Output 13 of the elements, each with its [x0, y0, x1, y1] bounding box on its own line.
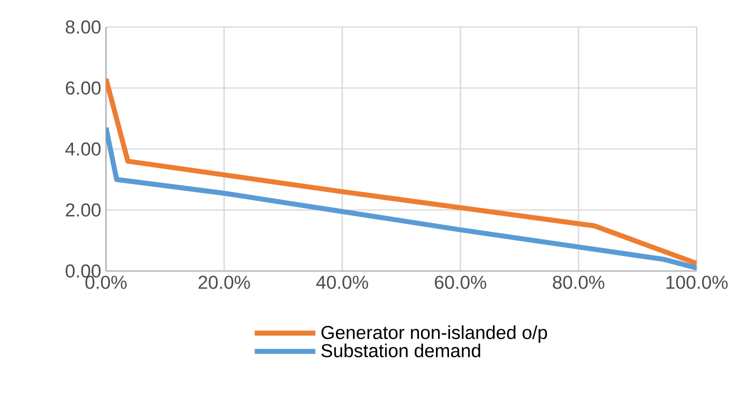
y-tick-label: 2.00 [66, 203, 101, 217]
y-tick-label: 0.00 [66, 264, 101, 278]
y-tick-label: 4.00 [65, 142, 101, 156]
y-tick-label: 8.00 [66, 20, 101, 34]
x-tick-label: 20.0% [198, 276, 250, 289]
x-tick-label: 0.0% [85, 276, 127, 289]
legend-label: Substation demand [321, 344, 480, 358]
x-tick-label: 100.0% [666, 276, 728, 289]
y-tick-label: 6.00 [66, 81, 101, 95]
x-tick-label: 60.0% [434, 276, 486, 289]
x-tick-label: 40.0% [316, 276, 368, 289]
legend-label: Generator non-islanded o/p [322, 325, 547, 343]
x-tick-label: 80.0% [552, 276, 604, 289]
